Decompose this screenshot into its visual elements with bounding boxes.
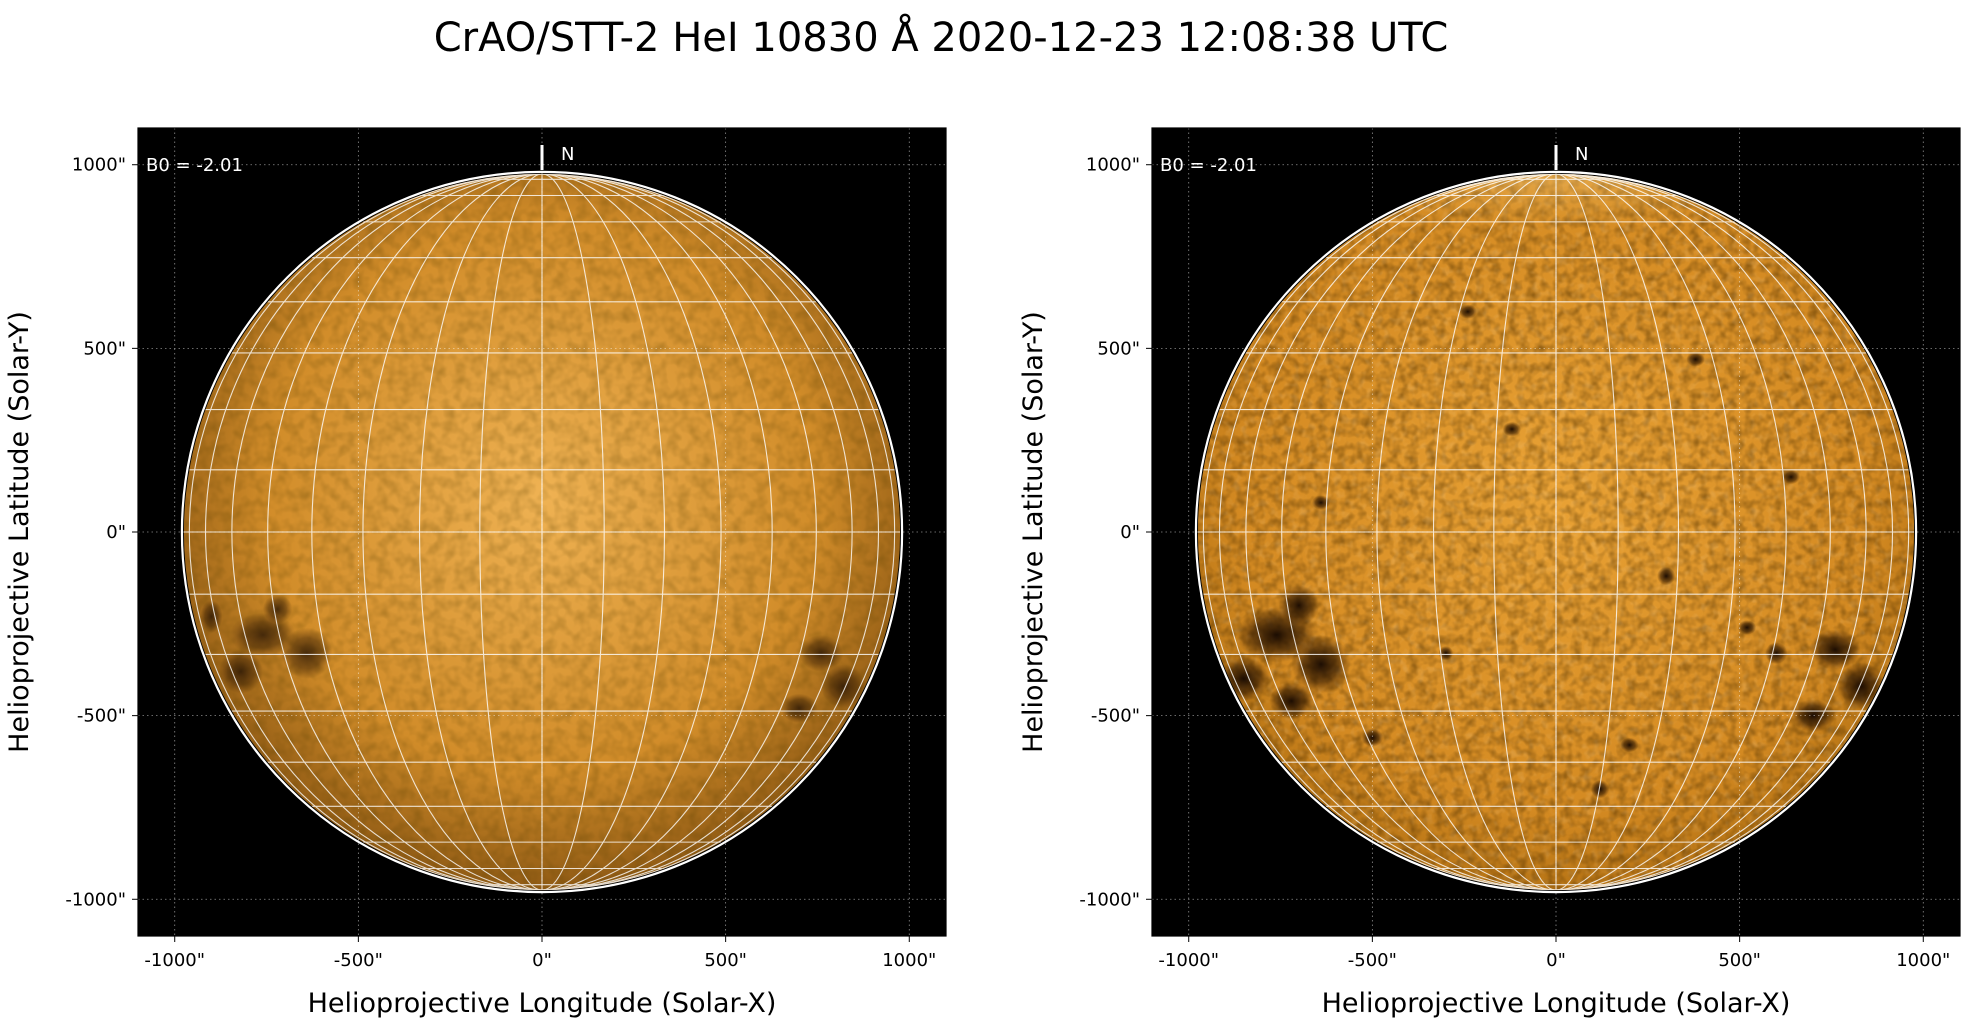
- x-tick-label: 0": [1546, 950, 1566, 971]
- x-tick-label: 500": [704, 950, 747, 971]
- x-tick-label: -500": [1348, 950, 1397, 971]
- longitude-line: [541, 173, 605, 891]
- longitude-line: [541, 173, 880, 891]
- longitude-line: [1555, 173, 1619, 891]
- y-tick-label: 500": [1097, 338, 1140, 359]
- x-tick-label: -1000": [144, 950, 205, 971]
- heliographic-grid: [1197, 173, 1915, 891]
- longitude-line: [267, 173, 543, 891]
- active-region: [281, 627, 333, 679]
- limb-circle: [1194, 170, 1918, 894]
- active-region: [1502, 421, 1522, 437]
- longitude-line: [1325, 173, 1557, 891]
- longitude-line: [1555, 173, 1894, 891]
- x-tick-label: -1000": [1158, 950, 1219, 971]
- y-tick-label: -1000": [1079, 889, 1140, 910]
- longitude-line: [1432, 173, 1557, 891]
- y-tick-label: 0": [1120, 522, 1140, 543]
- y-axis-label: Helioprojective Latitude (Solar-Y): [1018, 311, 1049, 753]
- active-region: [200, 599, 223, 633]
- active-region: [821, 664, 866, 709]
- b0-label: B0 = -2.01: [146, 155, 243, 176]
- x-axis-label: Helioprojective Longitude (Solar-X): [1322, 988, 1791, 1019]
- north-label: N: [1575, 144, 1588, 165]
- longitude-line: [1555, 173, 1736, 891]
- active-region: [1590, 779, 1610, 799]
- active-region: [1458, 304, 1478, 319]
- longitude-line: [1245, 173, 1557, 891]
- longitude-line: [1281, 173, 1557, 891]
- longitude-line: [1202, 173, 1557, 891]
- active-region: [1620, 737, 1639, 753]
- active-region: [1809, 629, 1861, 670]
- active-region: [229, 612, 296, 657]
- active-region: [799, 634, 844, 672]
- x-tick-label: -500": [334, 950, 383, 971]
- active-region: [1278, 585, 1320, 626]
- longitude-line: [418, 173, 543, 891]
- longitude-line: [231, 173, 543, 891]
- active-region: [1361, 728, 1384, 747]
- longitude-line: [541, 173, 853, 891]
- figure-title: CrAO/STT-2 HeI 10830 Å 2020-12-23 12:08:…: [434, 13, 1449, 61]
- active-region: [1657, 566, 1676, 586]
- limb-circle: [180, 170, 904, 894]
- longitude-line: [1555, 173, 1787, 891]
- active-region: [1686, 352, 1705, 367]
- y-tick-label: 500": [83, 338, 126, 359]
- active-region: [1311, 495, 1331, 510]
- y-tick-label: -1000": [65, 889, 126, 910]
- x-tick-label: 500": [1718, 950, 1761, 971]
- x-tick-label: 1000": [1896, 950, 1950, 971]
- longitude-line: [541, 173, 817, 891]
- longitude-line: [541, 173, 722, 891]
- longitude-line: [1376, 173, 1557, 891]
- active-region: [1781, 469, 1801, 485]
- active-region: [262, 594, 293, 624]
- y-tick-label: 1000": [1086, 155, 1140, 176]
- active-region: [1438, 645, 1454, 661]
- panel-left: N B0 = -2.01 -1000" -500" 0" 500" 1000" 1000" 50…: [4, 127, 947, 1019]
- heliographic-grid: [183, 173, 901, 891]
- active-region: [1737, 620, 1757, 635]
- longitude-line: [188, 173, 543, 891]
- y-tick-label: -500": [1091, 706, 1140, 727]
- panel-right: N B0 = -2.01 -1000" -500" 0" 500" 1000" 1000" 50…: [1018, 127, 1961, 1019]
- longitude-line: [1555, 173, 1680, 891]
- active-region: [1269, 682, 1314, 720]
- active-region: [1791, 699, 1836, 733]
- active-region: [218, 649, 263, 694]
- longitude-line: [1493, 173, 1557, 891]
- active-region: [1765, 642, 1788, 665]
- active-region: [1836, 662, 1885, 711]
- y-tick-label: 0": [106, 522, 126, 543]
- x-tick-label: 0": [532, 950, 552, 971]
- b0-label: B0 = -2.01: [1160, 155, 1257, 176]
- y-tick-label: -500": [77, 706, 126, 727]
- longitude-line: [541, 173, 666, 891]
- north-label: N: [561, 144, 574, 165]
- longitude-line: [479, 173, 543, 891]
- y-tick-label: 1000": [72, 155, 126, 176]
- longitude-line: [362, 173, 543, 891]
- longitude-line: [311, 173, 543, 891]
- longitude-line: [1555, 173, 1867, 891]
- x-tick-label: 1000": [882, 950, 936, 971]
- longitude-line: [541, 173, 773, 891]
- x-axis-label: Helioprojective Longitude (Solar-X): [308, 988, 777, 1019]
- longitude-line: [1555, 173, 1831, 891]
- y-axis-label: Helioprojective Latitude (Solar-Y): [4, 311, 35, 753]
